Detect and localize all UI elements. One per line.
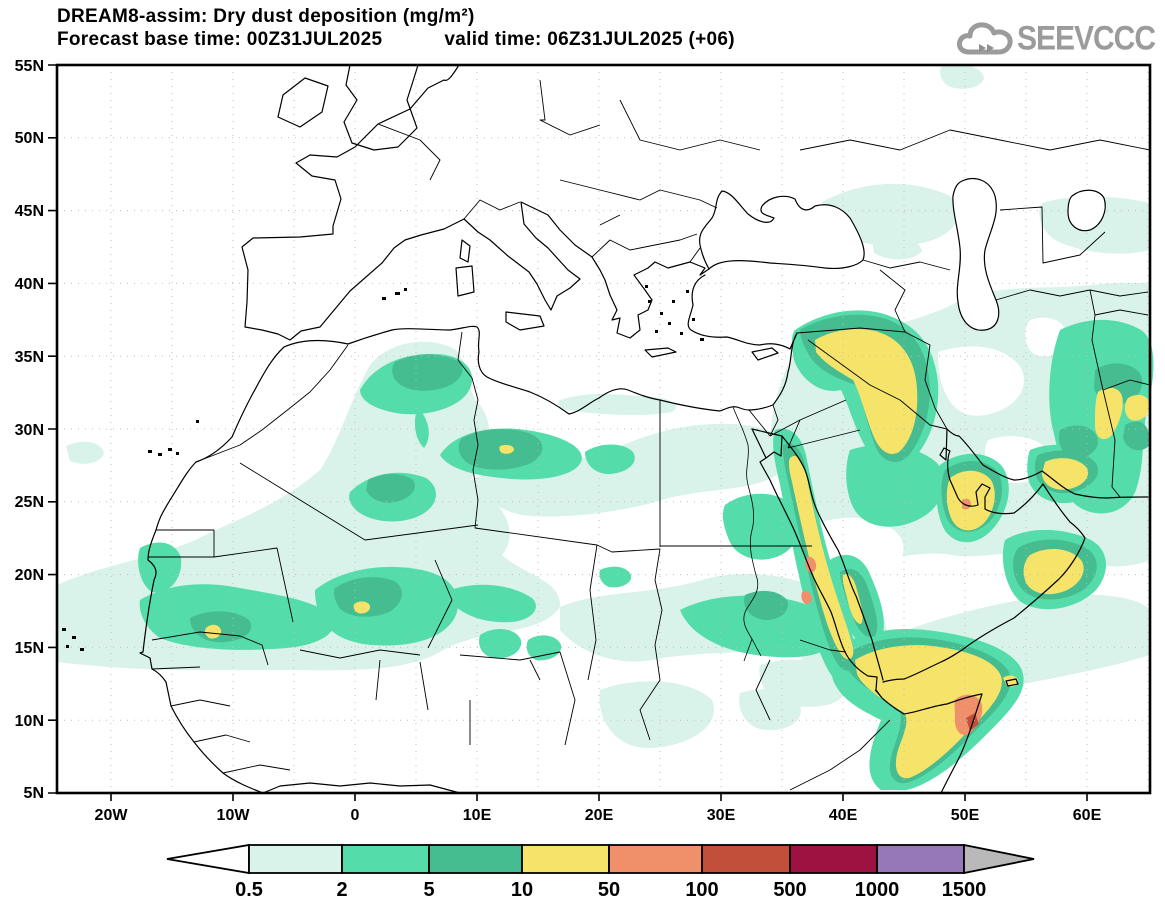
lon-tick-label: 50E	[951, 807, 980, 824]
legend-band	[248, 844, 343, 874]
legend-band	[789, 844, 878, 874]
latitude-labels: 55N 50N 45N 40N 35N 30N 25N 20N 15N 10N …	[15, 58, 44, 802]
coastlines	[62, 64, 1149, 794]
legend-tick-label: 5	[423, 879, 434, 901]
legend-overflow-arrow	[963, 843, 1035, 875]
legend-underflow-arrow	[166, 843, 250, 875]
lat-tick-label: 5N	[24, 785, 44, 802]
axis-ticks	[48, 64, 1088, 801]
base-time-label: Forecast base time: 00Z31JUL2025	[57, 29, 383, 50]
lon-tick-label: 10W	[217, 807, 251, 824]
lon-tick-label: 10E	[463, 807, 492, 824]
valid-time-label: valid time: 06Z31JUL2025 (+06)	[444, 29, 735, 50]
legend-tick-label: 100	[685, 879, 718, 901]
legend-tick-label: 50	[598, 879, 620, 901]
legend-tick-label: 1500	[942, 879, 987, 901]
legend-tick-label: 2	[336, 879, 347, 901]
lat-tick-label: 40N	[15, 276, 44, 293]
seevccc-logo: SEEVCCC	[955, 16, 1156, 62]
lat-tick-label: 35N	[15, 349, 44, 366]
rivers	[732, 406, 762, 662]
lat-tick-label: 25N	[15, 494, 44, 511]
lat-tick-label: 10N	[15, 713, 44, 730]
longitude-labels: 20W 10W 0 10E 20E 30E 40E 50E 60E	[95, 807, 1102, 824]
lon-tick-label: 20W	[95, 807, 129, 824]
lat-tick-label: 55N	[15, 58, 44, 75]
lat-tick-label: 50N	[15, 130, 44, 147]
lat-tick-label: 20N	[15, 567, 44, 584]
legend-tick-label: 500	[773, 879, 806, 901]
cloud-icon	[956, 22, 1013, 55]
lon-tick-label: 20E	[585, 807, 614, 824]
legend-tick-labels: 0.5 2 5 10 50 100 500 1000 1500	[235, 879, 986, 901]
dust-layer-level-10	[205, 328, 1150, 779]
lat-tick-label: 45N	[15, 203, 44, 220]
legend-tick-label: 1000	[855, 879, 900, 901]
lon-tick-label: 60E	[1073, 807, 1102, 824]
legend-tick-label: 10	[511, 879, 533, 901]
graticule	[57, 65, 1150, 793]
lon-tick-label: 40E	[829, 807, 858, 824]
lon-tick-label: 30E	[707, 807, 736, 824]
colorbar-legend: 0.5 2 5 10 50 100 500 1000 1500	[166, 843, 1035, 901]
legend-band	[521, 844, 610, 874]
legend-band	[608, 844, 703, 874]
legend-tick-label: 0.5	[235, 879, 263, 901]
legend-band	[428, 844, 523, 874]
page-title: DREAM8-assim: Dry dust deposition (mg/m²…	[57, 6, 475, 27]
logo-text: SEEVCCC	[1016, 19, 1156, 58]
lat-tick-label: 15N	[15, 640, 44, 657]
forecast-times: Forecast base time: 00Z31JUL2025 valid ti…	[57, 29, 735, 51]
legend-band	[701, 844, 791, 874]
country-borders	[148, 79, 1151, 791]
legend-band	[876, 844, 965, 874]
legend-band	[341, 844, 430, 874]
lon-tick-label: 0	[351, 807, 360, 824]
small-islands	[62, 285, 704, 651]
lat-tick-label: 30N	[15, 422, 44, 439]
